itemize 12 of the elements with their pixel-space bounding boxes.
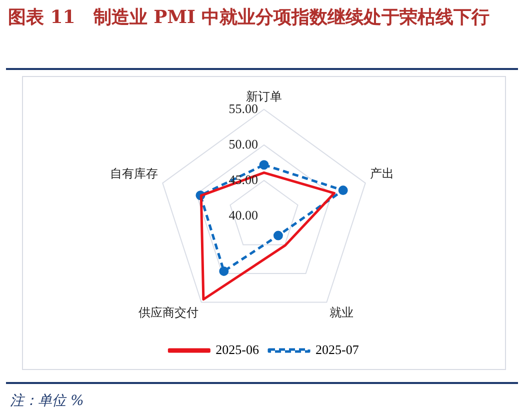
text: 注：单位 %	[10, 392, 84, 410]
chart-title: 图表 11 制造业 PMI 中就业分项指数继续处于荣枯线下行	[8, 6, 491, 30]
y-tick-label: 50.00	[228, 136, 258, 152]
spoke-label: 产出	[370, 166, 394, 180]
y-tick-label: 40.00	[228, 207, 258, 222]
spoke-label: 自有库存	[110, 166, 158, 180]
spoke-label: 就业	[330, 306, 354, 320]
y-tick-label: 55.00	[228, 100, 258, 116]
legend-label: 2025-07	[316, 342, 360, 357]
legend-label: 2025-06	[216, 342, 260, 357]
spoke-label: 新订单	[246, 89, 282, 104]
spoke-label: 供应商交付	[138, 306, 198, 320]
